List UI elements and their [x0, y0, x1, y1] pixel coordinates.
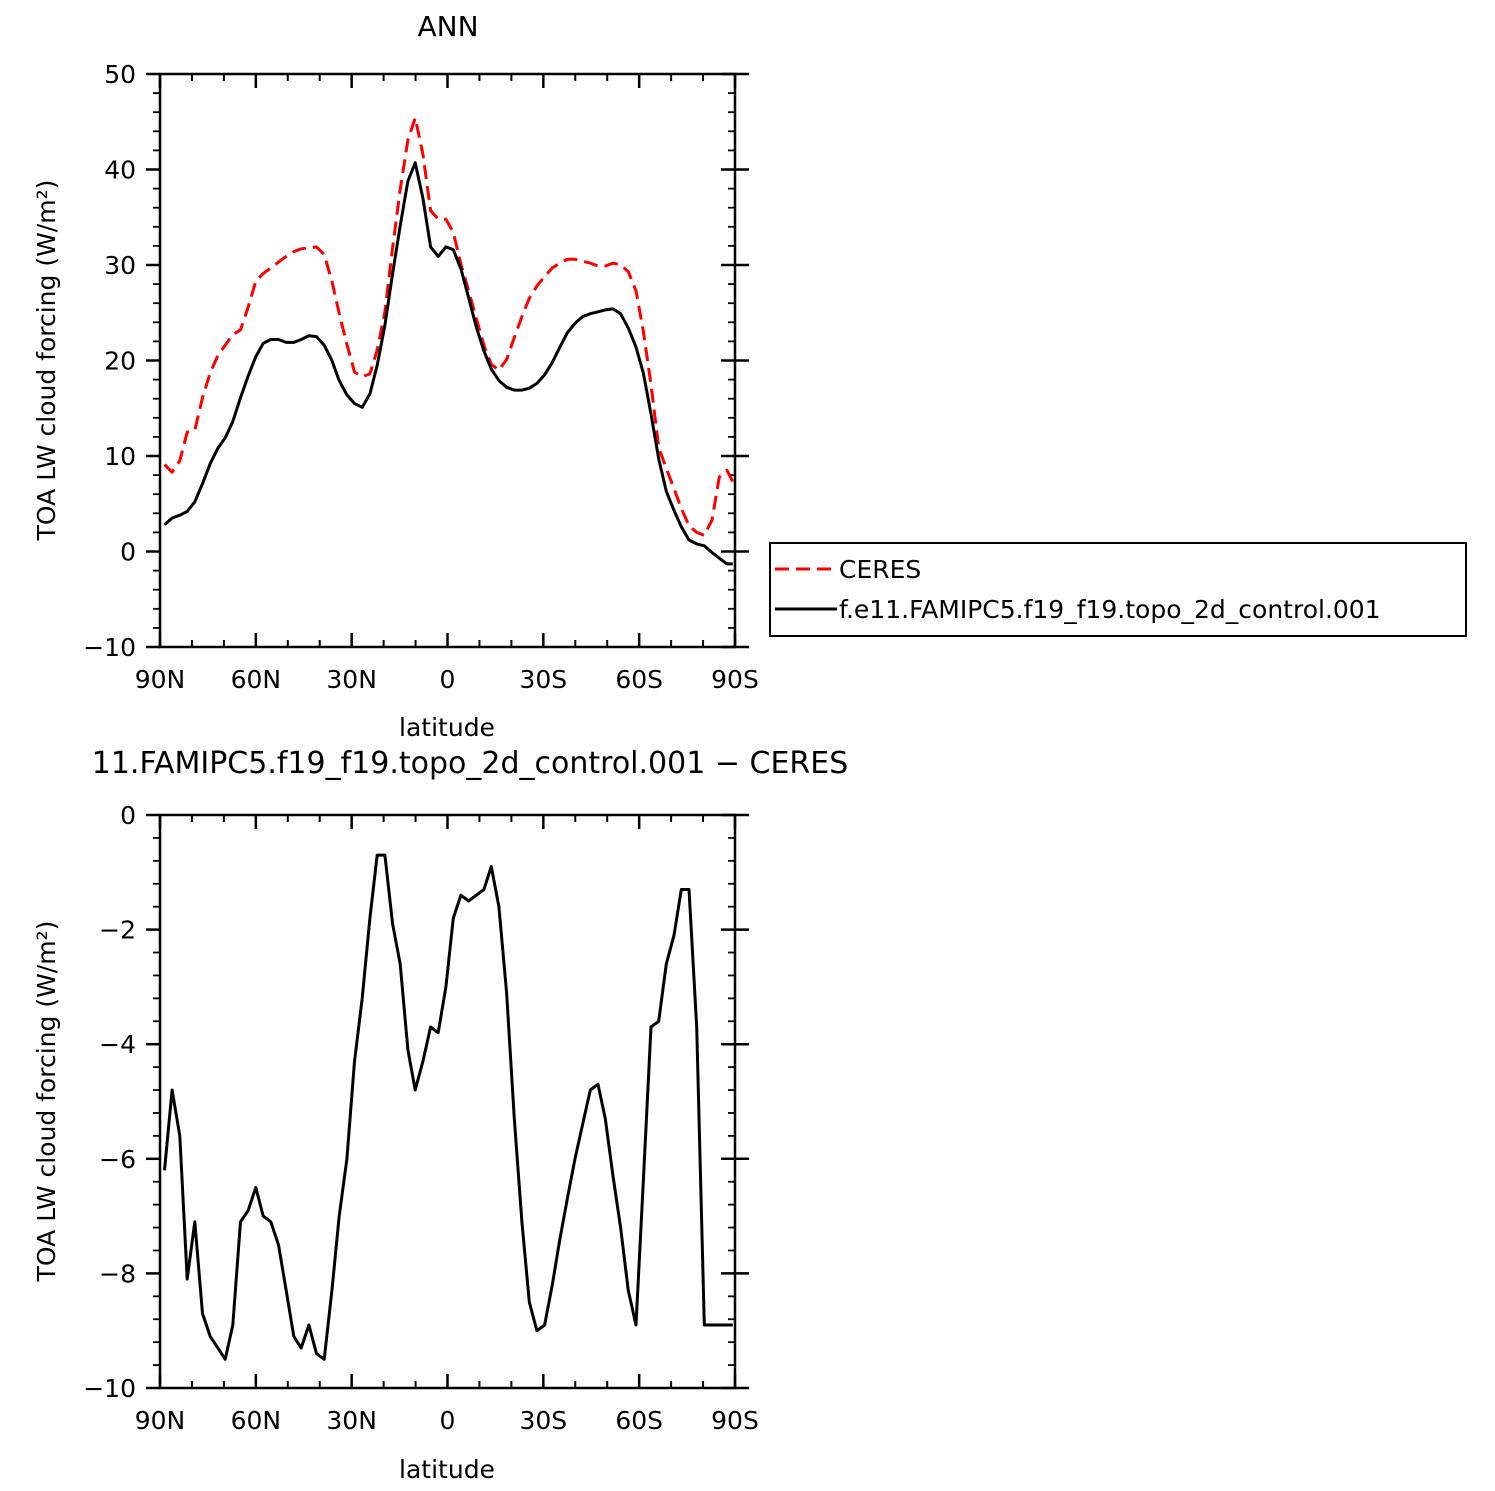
legend-box: [769, 542, 1467, 637]
top-axes: 90N 60N 30N 0 30S 60S 90S −10 0 10 20 30 40 50: [83, 60, 759, 694]
x-tick-label: 30N: [326, 665, 377, 694]
y-tick-label: −2: [99, 916, 136, 945]
bottom-panel: 11.FAMIPC5.f19_f19.topo_2d_control.001 −…: [32, 746, 848, 1484]
y-tick-label: 40: [104, 156, 136, 185]
x-tick-label: 0: [440, 1406, 456, 1435]
legend-label-ceres: CERES: [839, 555, 921, 584]
y-tick-label: −10: [83, 633, 136, 662]
top-panel: ANN 90N 60N 30N 0 30S 60S 90S −10 0 10 20 30 40 50 la…: [32, 10, 759, 742]
y-tick-label: 0: [120, 801, 136, 830]
x-tick-label: 60S: [615, 665, 663, 694]
y-tick-label: 50: [104, 60, 136, 89]
series-line-difference: [163, 853, 733, 1361]
y-tick-label: 10: [104, 442, 136, 471]
bottom-y-axis-label: TOA LW cloud forcing (W/m²): [32, 921, 61, 1283]
x-tick-label: 90S: [711, 1406, 759, 1435]
y-tick-label: 20: [104, 347, 136, 376]
x-tick-label: 0: [440, 665, 456, 694]
legend-label-model: f.e11.FAMIPC5.f19_f19.topo_2d_control.00…: [839, 595, 1381, 624]
bottom-x-axis-label: latitude: [399, 1455, 495, 1484]
top-y-axis-label: TOA LW cloud forcing (W/m²): [32, 180, 61, 542]
top-chart-title: ANN: [417, 10, 478, 43]
top-x-axis-label: latitude: [399, 713, 495, 742]
x-tick-label: 60N: [231, 1406, 282, 1435]
legend: CERES f.e11.FAMIPC5.f19_f19.topo_2d_cont…: [769, 542, 1467, 637]
x-tick-label: 60N: [231, 665, 282, 694]
x-tick-label: 90S: [711, 665, 759, 694]
y-tick-label: −6: [99, 1145, 136, 1174]
series-line-model: [163, 161, 733, 566]
top-series-group: [163, 116, 735, 566]
x-tick-label: 30S: [519, 1406, 567, 1435]
y-tick-label: −10: [83, 1374, 136, 1403]
x-tick-label: 30S: [519, 665, 567, 694]
y-tick-label: −4: [99, 1030, 136, 1059]
y-tick-label: 0: [120, 538, 136, 567]
series-line-ceres: [163, 116, 735, 537]
y-tick-label: 30: [104, 251, 136, 280]
x-tick-label: 90N: [135, 1406, 186, 1435]
x-tick-label: 30N: [326, 1406, 377, 1435]
bottom-axes: 90N 60N 30N 0 30S 60S 90S −10 −8 −6 −4 −2 0: [83, 801, 759, 1435]
bottom-series-group: [163, 853, 733, 1361]
x-tick-label: 90N: [135, 665, 186, 694]
y-tick-label: −8: [99, 1259, 136, 1288]
bottom-chart-title: 11.FAMIPC5.f19_f19.topo_2d_control.001 −…: [92, 746, 849, 781]
x-tick-label: 60S: [615, 1406, 663, 1435]
